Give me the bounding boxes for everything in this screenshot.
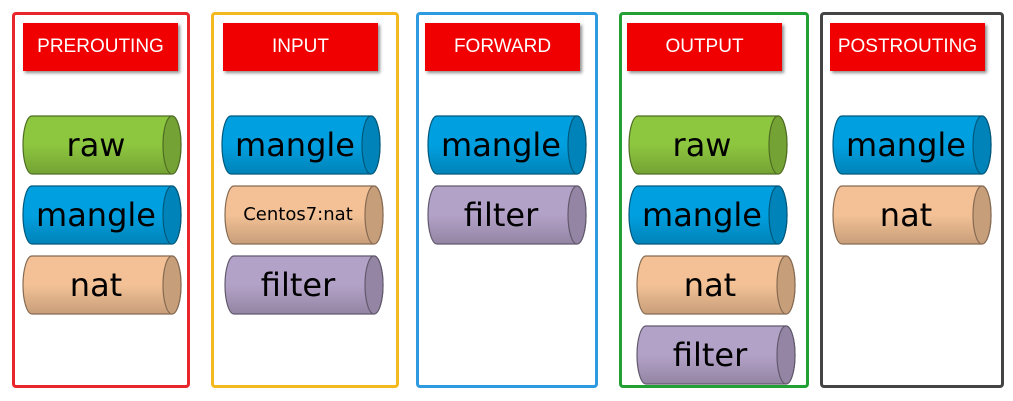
chain-input: INPUT mangle Centos7:nat filter bbox=[211, 12, 399, 388]
table-label: mangle bbox=[36, 196, 156, 234]
cylinder-shape bbox=[832, 115, 992, 175]
chain-output: OUTPUT raw mangle nat filter bbox=[619, 12, 809, 388]
chain-prerouting: PREROUTING raw mangle nat bbox=[12, 12, 190, 388]
table-raw: raw bbox=[628, 115, 788, 175]
table-label: mangle bbox=[846, 126, 966, 164]
chain-title: INPUT bbox=[223, 23, 378, 71]
cylinder-shape bbox=[628, 115, 788, 175]
table-mangle: mangle bbox=[628, 185, 788, 245]
cylinder-shape bbox=[427, 185, 587, 245]
table-label: mangle bbox=[441, 126, 561, 164]
cylinder-shape bbox=[427, 115, 587, 175]
table-mangle: mangle bbox=[427, 115, 587, 175]
cylinder-shape bbox=[221, 115, 381, 175]
table-nat: nat bbox=[832, 185, 992, 245]
table-label: raw bbox=[672, 126, 732, 164]
table-raw: raw bbox=[22, 115, 182, 175]
chain-title: FORWARD bbox=[425, 23, 580, 71]
table-nat: nat bbox=[22, 255, 182, 315]
table-filter: filter bbox=[427, 185, 587, 245]
table-label: nat bbox=[69, 266, 123, 304]
table-label: mangle bbox=[642, 196, 762, 234]
table-mangle: mangle bbox=[221, 115, 381, 175]
chain-postrouting: POSTROUTING mangle nat bbox=[820, 12, 1004, 388]
table-label: filter bbox=[463, 196, 539, 234]
cylinder-shape bbox=[22, 115, 182, 175]
table-mangle: mangle bbox=[832, 115, 992, 175]
table-filter: filter bbox=[636, 325, 796, 385]
table-label: nat bbox=[879, 196, 933, 234]
cylinder-shape bbox=[22, 185, 182, 245]
chain-title: OUTPUT bbox=[627, 23, 782, 71]
cylinder-shape bbox=[636, 325, 796, 385]
cylinder-shape bbox=[224, 185, 384, 245]
cylinder-shape bbox=[636, 255, 796, 315]
cylinder-shape bbox=[224, 255, 384, 315]
chain-title: POSTROUTING bbox=[830, 23, 985, 71]
cylinder-shape bbox=[628, 185, 788, 245]
table-label: mangle bbox=[235, 126, 355, 164]
cylinder-shape bbox=[22, 255, 182, 315]
table-label: filter bbox=[260, 266, 336, 304]
table-label: filter bbox=[672, 336, 748, 374]
table-label: Centos7:nat bbox=[243, 204, 353, 225]
table-nat: nat bbox=[636, 255, 796, 315]
chain-forward: FORWARD mangle filter bbox=[416, 12, 598, 388]
table-label: raw bbox=[66, 126, 126, 164]
cylinder-shape bbox=[832, 185, 992, 245]
table-filter: filter bbox=[224, 255, 384, 315]
chain-title: PREROUTING bbox=[23, 23, 178, 71]
table-label: nat bbox=[683, 266, 737, 304]
table-mangle: mangle bbox=[22, 185, 182, 245]
table-nat: Centos7:nat bbox=[224, 185, 384, 245]
